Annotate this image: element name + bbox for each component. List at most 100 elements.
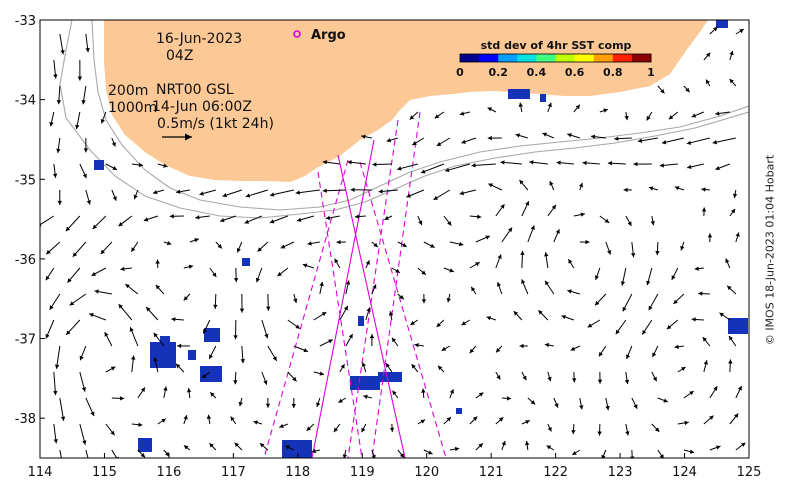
colorbar-segment	[612, 54, 633, 62]
current-vector	[729, 50, 734, 61]
current-vector	[434, 111, 445, 119]
map-date: 16-Jun-2023	[156, 31, 242, 47]
current-vector	[728, 335, 737, 347]
current-vector	[137, 387, 146, 399]
current-vector	[414, 343, 424, 348]
current-vector	[261, 371, 268, 385]
sst-patch	[540, 94, 546, 102]
colorbar-tick-label: 0.2	[488, 66, 508, 79]
current-vector	[578, 182, 584, 191]
current-vector	[648, 186, 658, 191]
current-vector	[449, 446, 460, 452]
current-vector	[683, 85, 691, 93]
altimeter-track-swath-edge	[347, 119, 399, 458]
current-vector	[599, 215, 610, 224]
current-vector	[687, 163, 704, 170]
x-tick-label: 117	[221, 465, 246, 480]
colorbar-segment	[498, 54, 518, 62]
current-vector	[59, 449, 62, 458]
current-vector	[521, 200, 530, 217]
current-vector	[597, 371, 603, 384]
sst-patch	[456, 408, 462, 414]
current-vector	[322, 160, 340, 165]
current-vector	[519, 343, 528, 349]
current-vector	[234, 442, 243, 451]
current-vector	[385, 362, 393, 373]
current-vector	[471, 163, 496, 168]
current-vector	[111, 396, 125, 401]
current-vector	[630, 241, 636, 258]
current-vector	[417, 267, 427, 276]
current-vector	[683, 449, 695, 454]
product-label: NRT00 GSL	[156, 82, 234, 98]
altimeter-track-swath-edge	[371, 111, 421, 458]
y-tick-label: -37	[15, 333, 36, 348]
current-vector	[520, 250, 525, 269]
current-vector	[668, 111, 679, 120]
current-vector	[183, 415, 188, 425]
colorbar-ticks: 0 0.2 0.4 0.6 0.8 1	[456, 66, 655, 79]
current-vector	[436, 319, 445, 328]
current-vector	[496, 281, 503, 295]
current-vector	[607, 161, 626, 166]
current-vector	[521, 371, 527, 381]
current-vector	[410, 319, 419, 326]
current-vector	[77, 59, 83, 81]
current-vector	[459, 189, 476, 196]
current-vector	[257, 241, 269, 253]
current-vector	[333, 423, 341, 433]
current-vector	[500, 160, 522, 165]
y-tick-label: -34	[15, 94, 36, 109]
current-vector	[633, 161, 652, 167]
current-vector	[325, 215, 340, 221]
current-vector	[230, 416, 237, 425]
current-vector	[65, 215, 81, 232]
plot-frame	[39, 19, 750, 459]
current-vector	[392, 390, 399, 399]
current-vector	[111, 189, 117, 201]
current-vector	[461, 319, 471, 326]
y-tick-label: -33	[15, 14, 36, 29]
colorbar-frame	[459, 53, 652, 63]
current-vector	[707, 233, 713, 243]
current-vector	[417, 215, 423, 226]
current-vector	[233, 319, 238, 340]
current-vector	[735, 28, 745, 35]
current-vector	[538, 309, 549, 321]
current-vector	[253, 420, 262, 425]
current-vector	[287, 319, 301, 330]
current-vector	[189, 238, 199, 243]
current-vector	[45, 319, 55, 339]
current-vector	[186, 388, 192, 399]
current-vector	[527, 397, 536, 405]
current-vector	[269, 215, 289, 224]
current-vector	[698, 291, 710, 296]
current-vector	[369, 334, 375, 347]
current-vector	[443, 267, 454, 273]
current-vector	[171, 317, 184, 322]
current-vector	[703, 52, 711, 61]
current-vector	[105, 423, 115, 436]
current-vector	[245, 189, 268, 198]
current-vector	[641, 319, 653, 335]
current-vector	[705, 79, 711, 87]
current-vector	[735, 442, 746, 451]
current-vector	[443, 215, 452, 226]
current-vector	[423, 449, 433, 455]
current-vector	[336, 239, 346, 245]
current-vector	[423, 241, 435, 248]
current-vector	[579, 239, 590, 245]
current-vector	[347, 160, 366, 165]
altimeter-tracks	[263, 111, 447, 458]
current-vector	[651, 423, 660, 433]
current-vector	[469, 416, 478, 425]
current-vector	[177, 343, 190, 349]
sst-patch	[204, 328, 220, 342]
current-vector	[306, 423, 315, 432]
current-vector	[409, 111, 419, 120]
current-vector	[157, 418, 167, 425]
sst-patch	[350, 376, 380, 390]
current-vector	[233, 267, 239, 283]
colorbar-segment	[631, 54, 652, 62]
current-vector	[85, 449, 89, 458]
